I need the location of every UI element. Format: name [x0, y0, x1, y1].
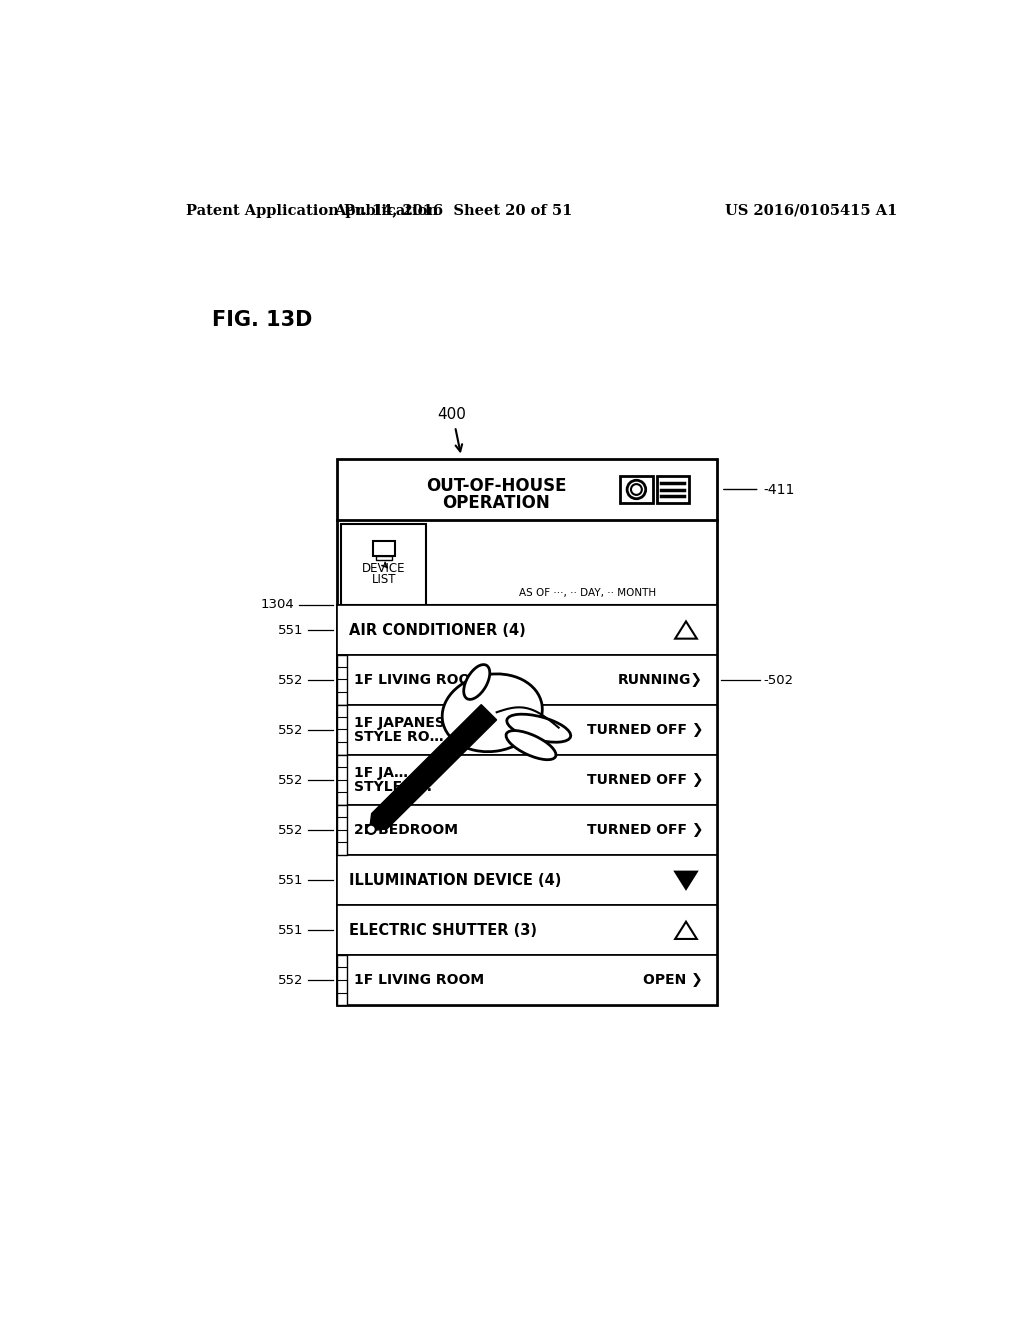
Text: OUT-OF-HOUSE: OUT-OF-HOUSE	[426, 478, 566, 495]
Text: 552: 552	[279, 974, 304, 987]
Text: US 2016/0105415 A1: US 2016/0105415 A1	[725, 203, 897, 218]
Bar	[621, 475, 652, 503]
Text: OPEN ❯: OPEN ❯	[643, 973, 703, 987]
Polygon shape	[675, 871, 697, 888]
Text: Patent Application Publication: Patent Application Publication	[186, 203, 438, 218]
Bar	[337, 855, 717, 906]
Text: 1304: 1304	[261, 598, 295, 611]
Text: 1F JAPANESE: 1F JAPANESE	[354, 717, 455, 730]
Bar	[337, 705, 346, 755]
Bar	[337, 805, 717, 855]
Bar	[337, 956, 717, 1006]
Bar	[337, 605, 717, 655]
Ellipse shape	[506, 730, 556, 760]
Bar	[337, 655, 346, 705]
Bar	[337, 956, 346, 1006]
Text: 1F LIVING ROOM: 1F LIVING ROOM	[354, 973, 484, 987]
Text: LIST: LIST	[372, 573, 396, 586]
Text: 552: 552	[279, 774, 304, 787]
Bar	[337, 906, 717, 956]
Text: 551: 551	[279, 623, 304, 636]
Polygon shape	[675, 622, 697, 639]
Text: OPERATION: OPERATION	[442, 494, 550, 512]
Text: -502: -502	[764, 673, 794, 686]
Text: 1F JA…: 1F JA…	[354, 766, 409, 780]
Bar	[341, 524, 426, 605]
Text: 1F LIVING ROOM: 1F LIVING ROOM	[354, 673, 484, 688]
Text: TURNED OFF ❯: TURNED OFF ❯	[587, 824, 703, 837]
Text: 551: 551	[279, 924, 304, 937]
Text: TURNED OFF ❯: TURNED OFF ❯	[587, 723, 703, 737]
Text: Apr. 14, 2016  Sheet 20 of 51: Apr. 14, 2016 Sheet 20 of 51	[334, 203, 572, 218]
Text: RUNNING❯: RUNNING❯	[618, 673, 703, 688]
Bar	[337, 805, 346, 855]
Bar	[337, 755, 346, 805]
Text: DEVICE: DEVICE	[362, 562, 406, 576]
Ellipse shape	[442, 675, 543, 751]
Bar	[337, 655, 717, 705]
Bar	[656, 475, 689, 503]
Text: 551: 551	[279, 874, 304, 887]
Polygon shape	[370, 813, 387, 832]
Text: 2F BEDROOM: 2F BEDROOM	[354, 824, 459, 837]
Bar	[376, 557, 391, 560]
Bar	[373, 541, 394, 557]
Text: TURNED OFF ❯: TURNED OFF ❯	[587, 774, 703, 787]
Text: STYLE R…: STYLE R…	[354, 780, 432, 795]
Text: STYLE RO…: STYLE RO…	[354, 730, 444, 744]
Text: AIR CONDITIONER (4): AIR CONDITIONER (4)	[349, 623, 525, 638]
Text: AS OF ···, ·· DAY, ·· MONTH: AS OF ···, ·· DAY, ·· MONTH	[518, 589, 655, 598]
Text: -411: -411	[764, 483, 795, 496]
Text: 552: 552	[279, 723, 304, 737]
Text: 552: 552	[279, 824, 304, 837]
Circle shape	[631, 484, 642, 495]
Text: ELECTRIC SHUTTER (3): ELECTRIC SHUTTER (3)	[349, 923, 537, 937]
Ellipse shape	[464, 664, 489, 700]
Text: FIG. 13D: FIG. 13D	[212, 310, 312, 330]
Bar	[337, 459, 717, 1006]
Ellipse shape	[507, 714, 570, 742]
Circle shape	[627, 480, 646, 499]
Circle shape	[367, 825, 376, 834]
Text: 552: 552	[279, 673, 304, 686]
Text: 400: 400	[437, 408, 466, 422]
Polygon shape	[372, 705, 497, 829]
Bar	[337, 755, 717, 805]
Bar	[337, 705, 717, 755]
Polygon shape	[675, 921, 697, 939]
Text: ILLUMINATION DEVICE (4): ILLUMINATION DEVICE (4)	[349, 873, 561, 888]
